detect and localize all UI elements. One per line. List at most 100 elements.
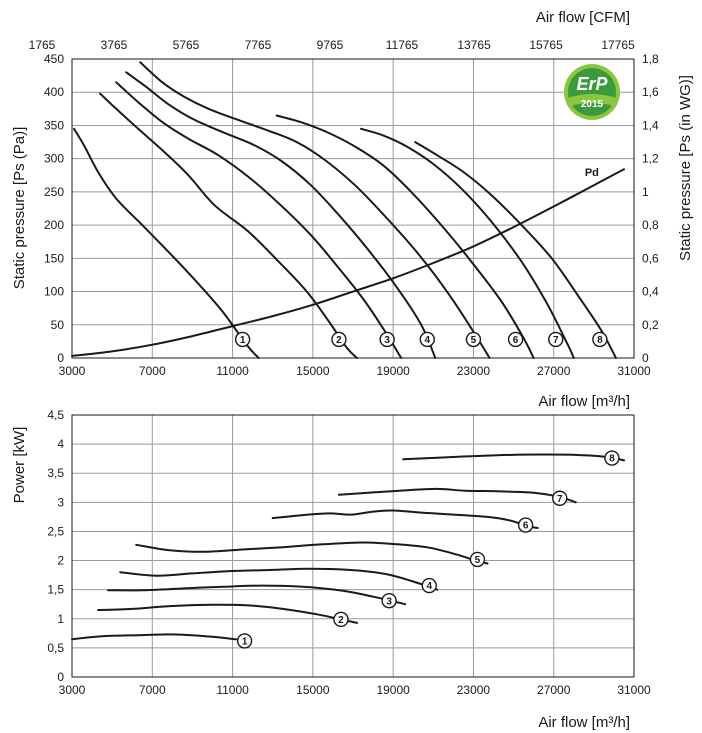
erp-logo-band — [568, 94, 616, 106]
power-curve-4 — [119, 567, 439, 591]
pressure-inwg-ticks: 0 0,2 0,4 0,6 0,8 1 1,2 1,4 1,6 1,8 — [642, 52, 659, 365]
pressure-y-tick-label: 350 — [44, 118, 64, 132]
power-curve-8 — [402, 453, 625, 462]
pressure-curve-label: 8 — [597, 335, 603, 346]
inwg-y-tick-label: 1,4 — [642, 118, 659, 132]
pressure-y-tick-label: 400 — [44, 85, 64, 99]
pressure-curve-marker — [507, 331, 524, 348]
pressure-y-tick-label: 200 — [44, 218, 64, 232]
pressure-cfm-ticks: 1765 3765 5765 7765 9765 11765 13765 15765 17765 — [29, 38, 635, 52]
pressure-curve-5 — [139, 61, 491, 359]
pressure-curve-label: 4 — [424, 335, 430, 346]
power-curves — [71, 453, 625, 642]
pressure-y-tick-label: 300 — [44, 152, 64, 166]
power-curve-marker — [333, 611, 349, 628]
power-y-ticks: 0 0,5 1 1,5 2 2,5 3 3,5 4 4,5 — [47, 408, 64, 684]
inwg-y-tick-label: 1 — [642, 185, 649, 199]
power-y-tick-label: 0,5 — [47, 641, 64, 655]
power-curve-label: 3 — [386, 596, 392, 607]
power-x-tick-label: 11000 — [216, 683, 249, 697]
power-curve-1 — [71, 633, 250, 642]
inwg-y-axis-label: Static pressure [Ps (in WG)] — [677, 75, 694, 261]
cfm-x-tick-label: 15765 — [529, 38, 563, 52]
pressure-curve-1 — [73, 127, 260, 359]
power-curve-6 — [271, 509, 539, 529]
power-curve-marker — [604, 450, 620, 466]
pressure-y-tick-label: 0 — [57, 351, 64, 365]
cfm-x-tick-label: 7765 — [245, 38, 272, 52]
power-y-tick-label: 0 — [57, 670, 64, 684]
power-curve-labels: 1 2 3 4 5 6 7 8 — [236, 450, 620, 649]
pressure-curve-marker — [419, 331, 435, 348]
power-curve-label: 2 — [338, 615, 344, 626]
pressure-x-tick-label: 11000 — [216, 364, 249, 378]
power-y-tick-label: 4,5 — [47, 408, 64, 422]
cfm-x-tick-label: 13765 — [457, 38, 491, 52]
power-chart-frame — [71, 414, 635, 678]
pressure-curve-marker — [592, 331, 608, 348]
pressure-curve-marker — [234, 331, 251, 348]
pressure-curve-label: 2 — [336, 335, 342, 346]
power-x-tick-label: 27000 — [537, 683, 571, 697]
power-curve-marker — [552, 490, 568, 506]
power-curve-label: 4 — [426, 581, 432, 592]
power-curve-label: 7 — [557, 494, 563, 505]
pressure-x-tick-label: 31000 — [617, 364, 651, 378]
erp-logo-text: ErP — [576, 74, 608, 94]
pressure-curve-marker — [548, 331, 564, 348]
cfm-x-tick-label: 11765 — [386, 38, 419, 52]
pressure-x-tick-label: 15000 — [296, 364, 330, 378]
erp-2015-logo: ErP 2015 — [564, 64, 620, 120]
power-curve-label: 1 — [242, 637, 248, 648]
inwg-y-tick-label: 0,8 — [642, 218, 659, 232]
pressure-x-tick-label: 19000 — [376, 364, 410, 378]
power-curve-marker — [381, 593, 397, 609]
pressure-curve-label: 5 — [471, 335, 477, 346]
pressure-chart-grid — [72, 59, 634, 358]
pressure-chart-frame — [71, 58, 635, 359]
pressure-y-tick-label: 50 — [51, 318, 65, 332]
power-x-tick-label: 15000 — [296, 683, 330, 697]
pressure-curve-pd — [71, 168, 625, 357]
pressure-x-tick-label: 3000 — [59, 364, 86, 378]
power-y-tick-label: 3 — [57, 495, 64, 509]
cfm-x-tick-label: 1765 — [29, 38, 56, 52]
pressure-y-ticks: 0 50 100 150 200 250 300 350 400 450 — [44, 52, 64, 365]
cfm-x-tick-label: 17765 — [601, 38, 635, 52]
power-x-tick-label: 3000 — [59, 683, 86, 697]
power-curve-marker — [517, 517, 534, 533]
power-x-tick-label: 19000 — [376, 683, 410, 697]
pressure-x-tick-label: 7000 — [139, 364, 166, 378]
erp-logo-year: 2015 — [581, 99, 604, 110]
pressure-x-tick-label: 23000 — [457, 364, 491, 378]
pressure-curve-label: 3 — [384, 335, 390, 346]
inwg-y-tick-label: 0,4 — [642, 285, 659, 299]
pd-curve-label: Pd — [585, 167, 599, 179]
erp-logo-core — [568, 68, 616, 116]
power-x-tick-label: 23000 — [457, 683, 491, 697]
power-x-tick-label: 31000 — [617, 683, 651, 697]
pressure-curve-3 — [115, 81, 403, 359]
pressure-y-tick-label: 100 — [44, 285, 64, 299]
inwg-y-tick-label: 1,2 — [642, 152, 659, 166]
power-curve-marker — [421, 577, 437, 594]
power-y-tick-label: 1 — [57, 612, 64, 626]
pressure-curve-6 — [275, 114, 535, 359]
pressure-curve-marker — [465, 331, 482, 348]
power-x-ticks: 3000 7000 11000 15000 19000 23000 27000 31000 — [59, 683, 651, 697]
inwg-y-tick-label: 1,8 — [642, 52, 659, 66]
pressure-y-tick-label: 150 — [44, 251, 64, 265]
inwg-y-tick-label: 0,2 — [642, 318, 659, 332]
power-curve-marker — [469, 551, 486, 568]
pressure-curve-label: 6 — [513, 335, 519, 346]
power-y-tick-label: 4 — [57, 437, 64, 451]
cfm-axis-label: Air flow [CFM] — [536, 9, 630, 26]
power-curve-label: 6 — [523, 521, 529, 532]
power-x-axis-label: Air flow [m³/h] — [538, 714, 630, 731]
pressure-x-ticks: 3000 7000 11000 15000 19000 23000 27000 31000 — [59, 364, 651, 378]
power-y-tick-label: 2 — [57, 554, 64, 568]
power-chart-grid — [72, 415, 634, 677]
power-y-tick-label: 1,5 — [47, 583, 64, 597]
pressure-curve-marker — [379, 331, 395, 348]
cfm-x-tick-label: 9765 — [317, 38, 344, 52]
